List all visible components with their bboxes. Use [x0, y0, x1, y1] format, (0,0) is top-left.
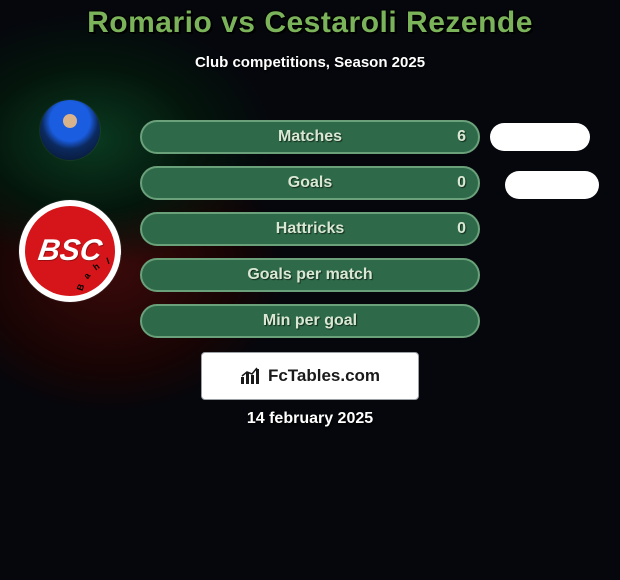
stat-pill [490, 123, 590, 151]
badge-text: BSC [19, 200, 121, 302]
stat-label: Goals [288, 174, 332, 192]
stat-label: Matches [278, 128, 342, 146]
stat-label: Min per goal [263, 312, 357, 330]
stat-bar: Min per goal [140, 304, 480, 338]
stat-bar: Goals 0 [140, 166, 480, 200]
stat-bar: Hattricks 0 [140, 212, 480, 246]
stat-value: 0 [457, 220, 466, 238]
content-root: Romario vs Cestaroli Rezende Club compet… [0, 0, 620, 580]
stats-rows: Matches 6 Goals 0 Hattricks 0 Goals per match M… [140, 120, 600, 350]
footer-attribution: FcTables.com [201, 352, 419, 400]
stat-bar: Matches 6 [140, 120, 480, 154]
stat-bar: Goals per match [140, 258, 480, 292]
stat-row: Goals 0 [140, 166, 600, 200]
page-subtitle: Club competitions, Season 2025 [0, 54, 620, 71]
bar-chart-icon [240, 367, 262, 385]
stat-label: Hattricks [276, 220, 344, 238]
page-title: Romario vs Cestaroli Rezende [0, 0, 620, 40]
footer-text-rest: Tables.com [288, 366, 380, 385]
stat-row: Hattricks 0 [140, 212, 600, 246]
stat-value: 6 [457, 128, 466, 146]
footer-text-prefix: Fc [268, 366, 288, 385]
stat-pill [505, 171, 599, 199]
stat-row: Goals per match [140, 258, 600, 292]
stat-label: Goals per match [247, 266, 372, 284]
date-text: 14 february 2025 [247, 410, 373, 428]
stat-value: 0 [457, 174, 466, 192]
player1-avatar [40, 100, 100, 160]
footer-text: FcTables.com [268, 366, 380, 386]
stat-row: Min per goal [140, 304, 600, 338]
player-head-shape [63, 114, 77, 128]
avatars-column: BSC BahlingerSport Club [10, 100, 130, 342]
player2-avatar: BSC BahlingerSport Club [19, 200, 121, 302]
stat-row: Matches 6 [140, 120, 600, 154]
